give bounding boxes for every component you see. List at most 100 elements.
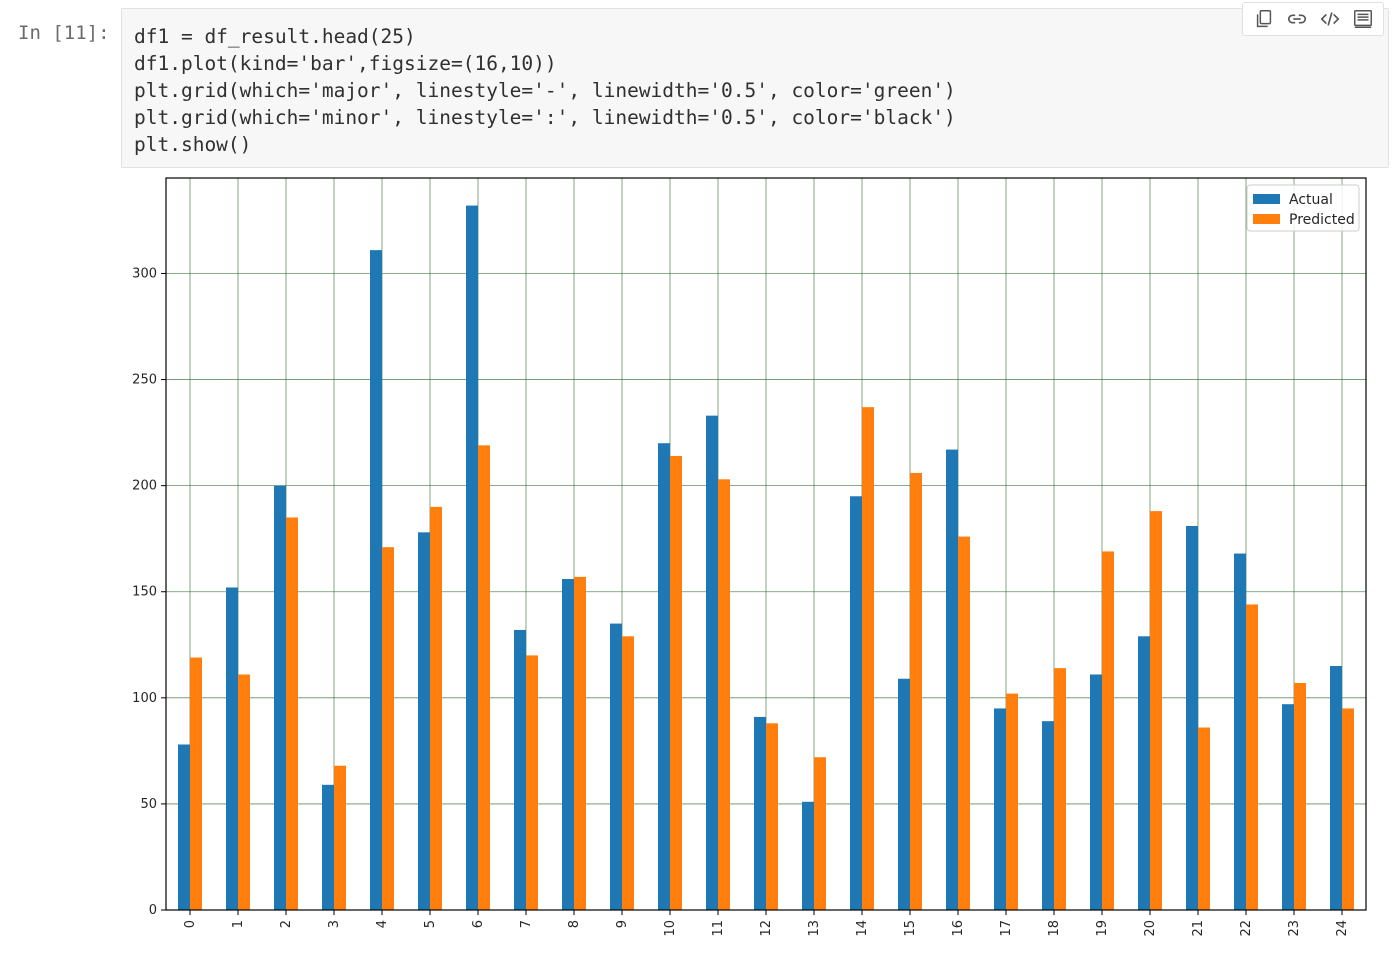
bar-actual <box>562 579 574 910</box>
code-line: plt.grid(which='minor', linestyle=':', l… <box>134 106 956 129</box>
code-line: df1.plot(kind='bar',figsize=(16,10)) <box>134 52 557 75</box>
x-tick-label: 3 <box>327 920 342 928</box>
output-button[interactable] <box>1350 6 1376 32</box>
code-icon <box>1320 12 1339 26</box>
bar-predicted <box>190 657 202 910</box>
y-tick-label: 0 <box>149 903 157 918</box>
bar-actual <box>1042 721 1054 910</box>
bar-actual <box>1186 525 1198 910</box>
bar-predicted <box>238 674 250 910</box>
bar-predicted <box>430 506 442 910</box>
bar-actual <box>514 629 526 910</box>
bar-actual <box>946 449 958 910</box>
x-tick-label: 1 <box>231 920 246 928</box>
output-icon <box>1353 10 1372 28</box>
bar-actual <box>706 415 718 910</box>
bar-predicted <box>862 407 874 910</box>
bar-predicted <box>1246 604 1258 910</box>
bar-predicted <box>670 455 682 910</box>
bar-predicted <box>478 445 490 910</box>
x-tick-label: 20 <box>1143 920 1158 937</box>
cell-output: 0 50 100 150 200 250 300 0 1 2 3 4 5 6 7 8 9 10 11 12 13 14 15… <box>121 172 1393 957</box>
bar-actual <box>802 801 814 910</box>
x-tick-label: 18 <box>1047 920 1062 937</box>
y-tick-label: 250 <box>132 373 157 388</box>
bar-predicted <box>718 479 730 910</box>
bar-actual <box>178 744 190 910</box>
bar-actual <box>322 784 334 910</box>
bar-actual <box>370 250 382 910</box>
legend-label: Actual <box>1289 192 1333 208</box>
bar-actual <box>466 205 478 910</box>
bar-actual <box>226 587 238 910</box>
x-tick-label: 5 <box>423 920 438 928</box>
link-icon <box>1287 14 1306 24</box>
x-tick-label: 16 <box>951 920 966 937</box>
code-line: plt.show() <box>134 133 252 156</box>
x-tick-label: 23 <box>1287 920 1302 937</box>
bar-actual <box>754 716 766 910</box>
y-tick-label: 200 <box>132 479 157 494</box>
code-button[interactable] <box>1317 6 1343 32</box>
bar-predicted <box>1102 551 1114 910</box>
x-tick-label: 8 <box>567 920 582 928</box>
copy-button[interactable] <box>1251 6 1277 32</box>
code-line: plt.grid(which='major', linestyle='-', l… <box>134 79 956 102</box>
x-tick-label: 12 <box>759 920 774 937</box>
x-tick-label: 14 <box>855 920 870 937</box>
y-tick-label: 100 <box>132 691 157 706</box>
bar-actual <box>658 443 670 910</box>
legend-label: Predicted <box>1289 212 1355 228</box>
x-tick-label: 2 <box>279 920 294 928</box>
bar-predicted <box>382 547 394 910</box>
bar-predicted <box>286 517 298 910</box>
bar-predicted <box>1054 668 1066 910</box>
x-tick-label: 9 <box>615 920 630 928</box>
bar-predicted <box>526 655 538 910</box>
bar-actual <box>994 708 1006 910</box>
y-tick-label: 300 <box>132 266 157 281</box>
code-editor[interactable]: df1 = df_result.head(25) df1.plot(kind='b… <box>134 23 956 158</box>
axes-frame <box>165 177 1367 911</box>
bar-predicted <box>1198 727 1210 910</box>
y-tick-label: 50 <box>140 797 157 812</box>
bar-actual <box>1282 704 1294 910</box>
x-tick-label: 24 <box>1335 920 1350 937</box>
legend-swatch <box>1253 214 1280 224</box>
x-tick-label: 6 <box>471 920 486 928</box>
bar-predicted <box>334 765 346 910</box>
cell-toolbar <box>1242 2 1384 36</box>
bar-actual <box>1330 666 1342 910</box>
bar-predicted <box>1342 708 1354 910</box>
x-tick-label: 4 <box>375 920 390 928</box>
bar-predicted <box>1006 693 1018 910</box>
x-tick-label: 7 <box>519 920 534 928</box>
copy-icon <box>1256 10 1271 28</box>
bar-actual <box>1090 674 1102 910</box>
cell-prompt: In [11]: <box>18 22 110 44</box>
x-tick-label: 13 <box>807 920 822 937</box>
code-line: df1 = df_result.head(25) <box>134 25 416 48</box>
bar-predicted <box>958 536 970 910</box>
bar-actual <box>610 623 622 910</box>
bar-predicted <box>622 636 634 910</box>
link-button[interactable] <box>1284 6 1310 32</box>
legend-swatch <box>1253 194 1280 204</box>
bar-predicted <box>766 723 778 910</box>
bar-actual <box>418 532 430 910</box>
bar-actual <box>274 485 286 910</box>
x-tick-label: 15 <box>903 920 918 937</box>
bar-actual <box>898 678 910 910</box>
code-cell-input[interactable]: df1 = df_result.head(25) df1.plot(kind='b… <box>121 8 1389 168</box>
bar-actual <box>1138 636 1150 910</box>
x-tick-label: 22 <box>1239 920 1254 937</box>
x-tick-label: 21 <box>1191 920 1206 937</box>
x-tick-label: 11 <box>711 920 726 937</box>
bar-actual <box>1234 553 1246 910</box>
x-tick-label: 17 <box>999 920 1014 937</box>
x-tick-label: 0 <box>183 920 198 928</box>
bar-actual <box>850 496 862 910</box>
x-tick-label: 19 <box>1095 920 1110 937</box>
bar-predicted <box>1294 682 1306 910</box>
